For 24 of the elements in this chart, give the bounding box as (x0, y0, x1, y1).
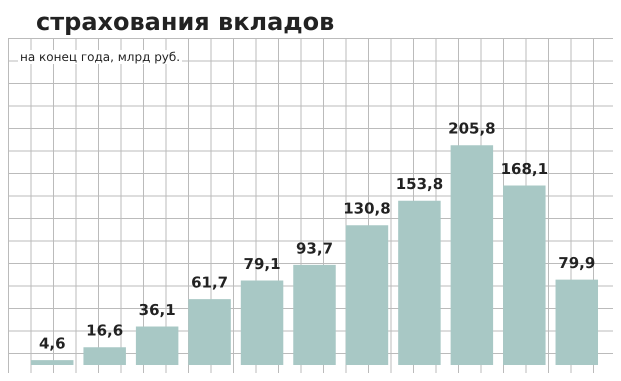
bar (450, 145, 494, 365)
data-label: 79,9 (558, 254, 596, 272)
data-label: 153,8 (396, 175, 444, 194)
bar (83, 347, 126, 365)
data-label: 205,8 (448, 120, 496, 138)
data-label: 36,1 (138, 300, 176, 319)
data-label: 130,8 (343, 200, 391, 218)
bar (240, 280, 284, 365)
data-label: 93,7 (296, 239, 334, 258)
data-label: 168,1 (500, 160, 548, 178)
bar (503, 185, 546, 365)
bar (188, 299, 231, 365)
data-label: 16,6 (86, 322, 124, 340)
chart-subtitle: на конец года, млрд руб. (18, 50, 182, 64)
chart-title: страхования вкладов (30, 8, 340, 36)
bar (136, 326, 178, 365)
bar (293, 264, 336, 365)
data-label: 4,6 (38, 334, 66, 352)
bar (346, 225, 388, 365)
bar (556, 280, 598, 365)
data-label: 61,7 (191, 273, 228, 292)
bar (398, 200, 441, 365)
data-label: 79,1 (244, 254, 281, 273)
bar (30, 360, 74, 365)
